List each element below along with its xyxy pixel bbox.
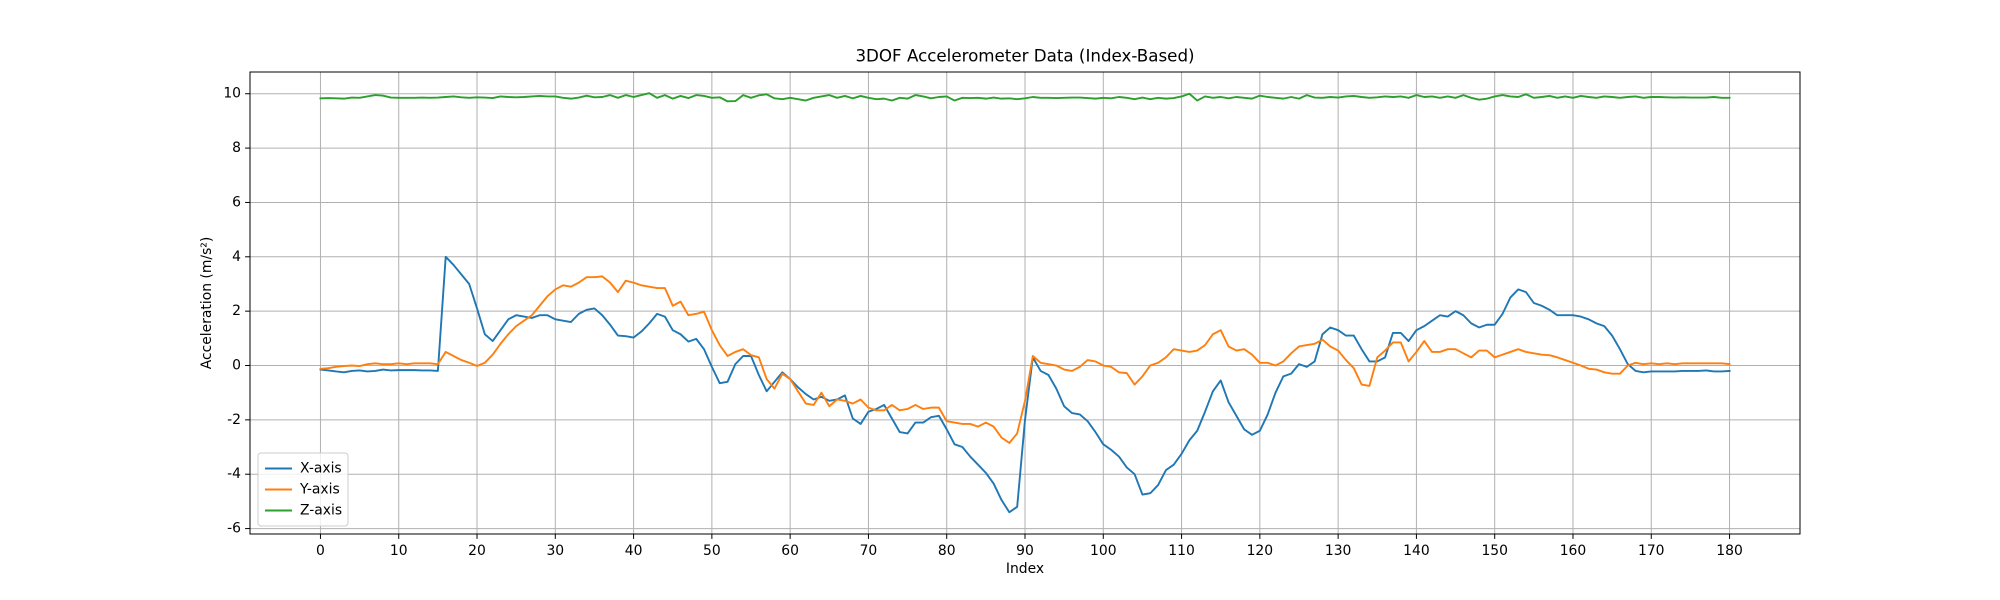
legend-box <box>257 452 349 527</box>
series-line <box>319 275 1731 444</box>
legend-label: Z-axis <box>300 503 342 519</box>
chart-title: 3DOF Accelerometer Data (Index-Based) <box>855 46 1194 66</box>
axes: 0 10 20 30 40 50 60 70 80 90 100 110 120 130 140 150 160… <box>223 71 1801 559</box>
x-tick-label: 100 <box>1090 543 1117 559</box>
y-tick-label: 10 <box>223 86 241 102</box>
x-tick-label: 170 <box>1638 543 1665 559</box>
y-tick-label: -4 <box>227 466 241 482</box>
x-tick-label: 70 <box>860 543 878 559</box>
legend-label: Y-axis <box>299 482 340 498</box>
legend-label: X-axis <box>300 461 342 477</box>
y-tick-label: -6 <box>227 521 241 537</box>
axes-frame <box>249 71 1801 535</box>
x-tick-label: 150 <box>1481 543 1508 559</box>
x-tick-label: 30 <box>546 543 564 559</box>
y-tick-label: 6 <box>232 194 241 210</box>
y-axis-label: Acceleration (m/s²) <box>199 237 215 370</box>
y-tick-label: 0 <box>232 358 241 374</box>
x-tick-label: 60 <box>781 543 799 559</box>
x-tick-label: 90 <box>1016 543 1034 559</box>
y-tick-label: 8 <box>232 140 241 156</box>
x-tick-label: 20 <box>468 543 486 559</box>
series-line <box>319 255 1731 514</box>
x-tick-label: 10 <box>390 543 408 559</box>
x-tick-label: 180 <box>1716 543 1743 559</box>
x-tick-label: 80 <box>938 543 956 559</box>
x-tick-label: 110 <box>1168 543 1195 559</box>
x-tick-label: 120 <box>1247 543 1274 559</box>
y-tick-label: 2 <box>232 303 241 319</box>
legend: X-axis Y-axis Z-axis <box>257 452 349 527</box>
x-axis-label: Index <box>1006 561 1044 577</box>
series-line <box>319 92 1731 103</box>
y-tick-label: -2 <box>227 412 241 428</box>
x-tick-label: 130 <box>1325 543 1352 559</box>
x-tick-label: 50 <box>703 543 721 559</box>
plot-area <box>319 92 1731 514</box>
x-tick-label: 40 <box>625 543 643 559</box>
y-tick-label: 4 <box>232 249 241 265</box>
x-tick-label: 0 <box>316 543 325 559</box>
x-tick-label: 160 <box>1560 543 1587 559</box>
x-tick-label: 140 <box>1403 543 1430 559</box>
